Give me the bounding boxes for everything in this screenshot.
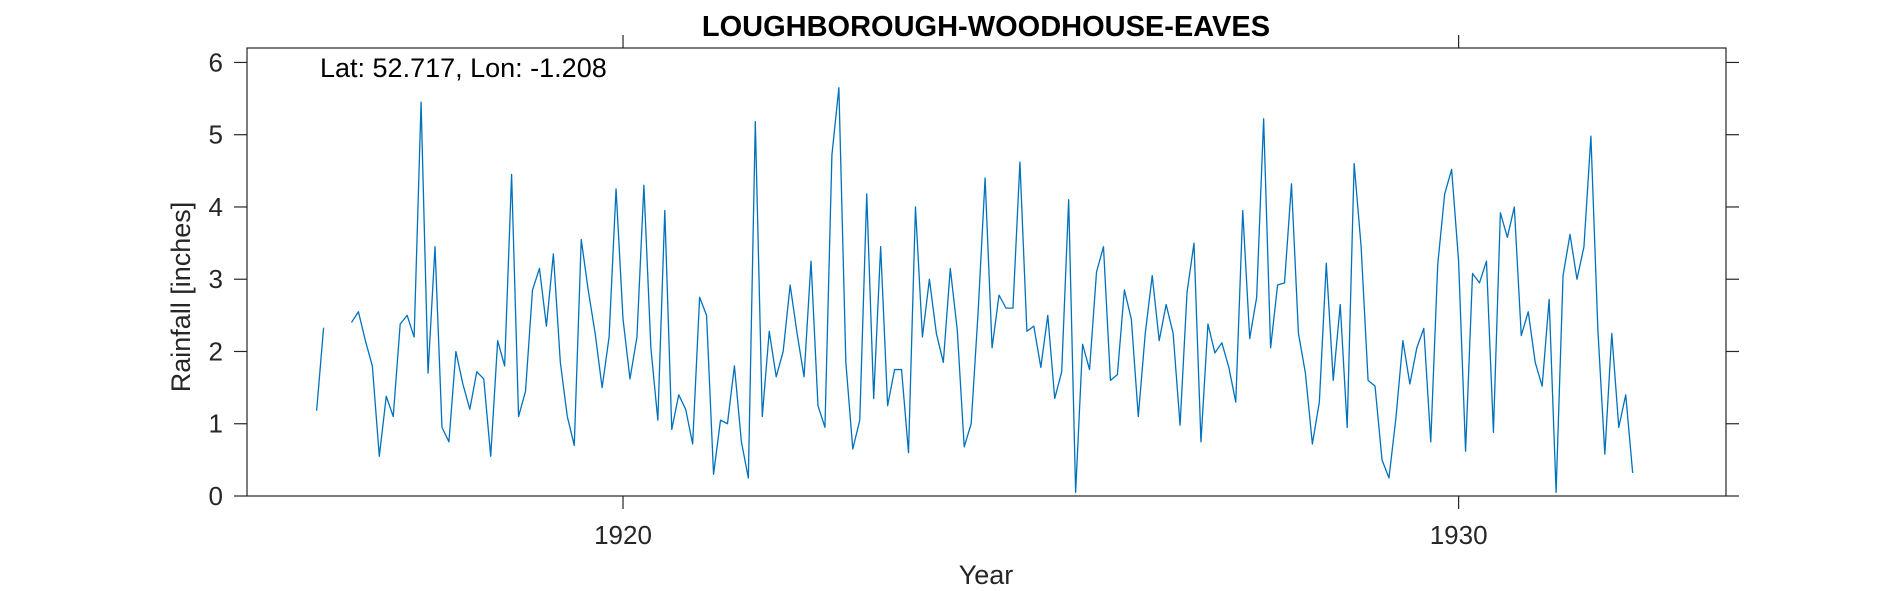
x-tick-label: 1920: [594, 520, 652, 550]
y-axis-label: Rainfall [inches]: [166, 202, 196, 393]
location-annotation: Lat: 52.717, Lon: -1.208: [320, 53, 607, 83]
y-tick-label: 2: [209, 336, 223, 366]
y-tick-label: 6: [209, 47, 223, 77]
y-tick-label: 5: [209, 120, 223, 150]
axes-box: [246, 47, 1727, 497]
rainfall-series-line: [315, 87, 1634, 494]
y-tick-label: 3: [209, 264, 223, 294]
y-tick-label: 1: [209, 409, 223, 439]
y-tick-label: 0: [209, 481, 223, 511]
y-tick-label: 4: [209, 192, 223, 222]
x-tick-label: 1930: [1430, 520, 1488, 550]
plot-area: 0 1 2 3 4 5 6 1920 1930: [209, 35, 1739, 550]
x-axis-label: Year: [959, 560, 1014, 590]
chart-title: LOUGHBOROUGH-WOODHOUSE-EAVES: [702, 11, 1270, 43]
